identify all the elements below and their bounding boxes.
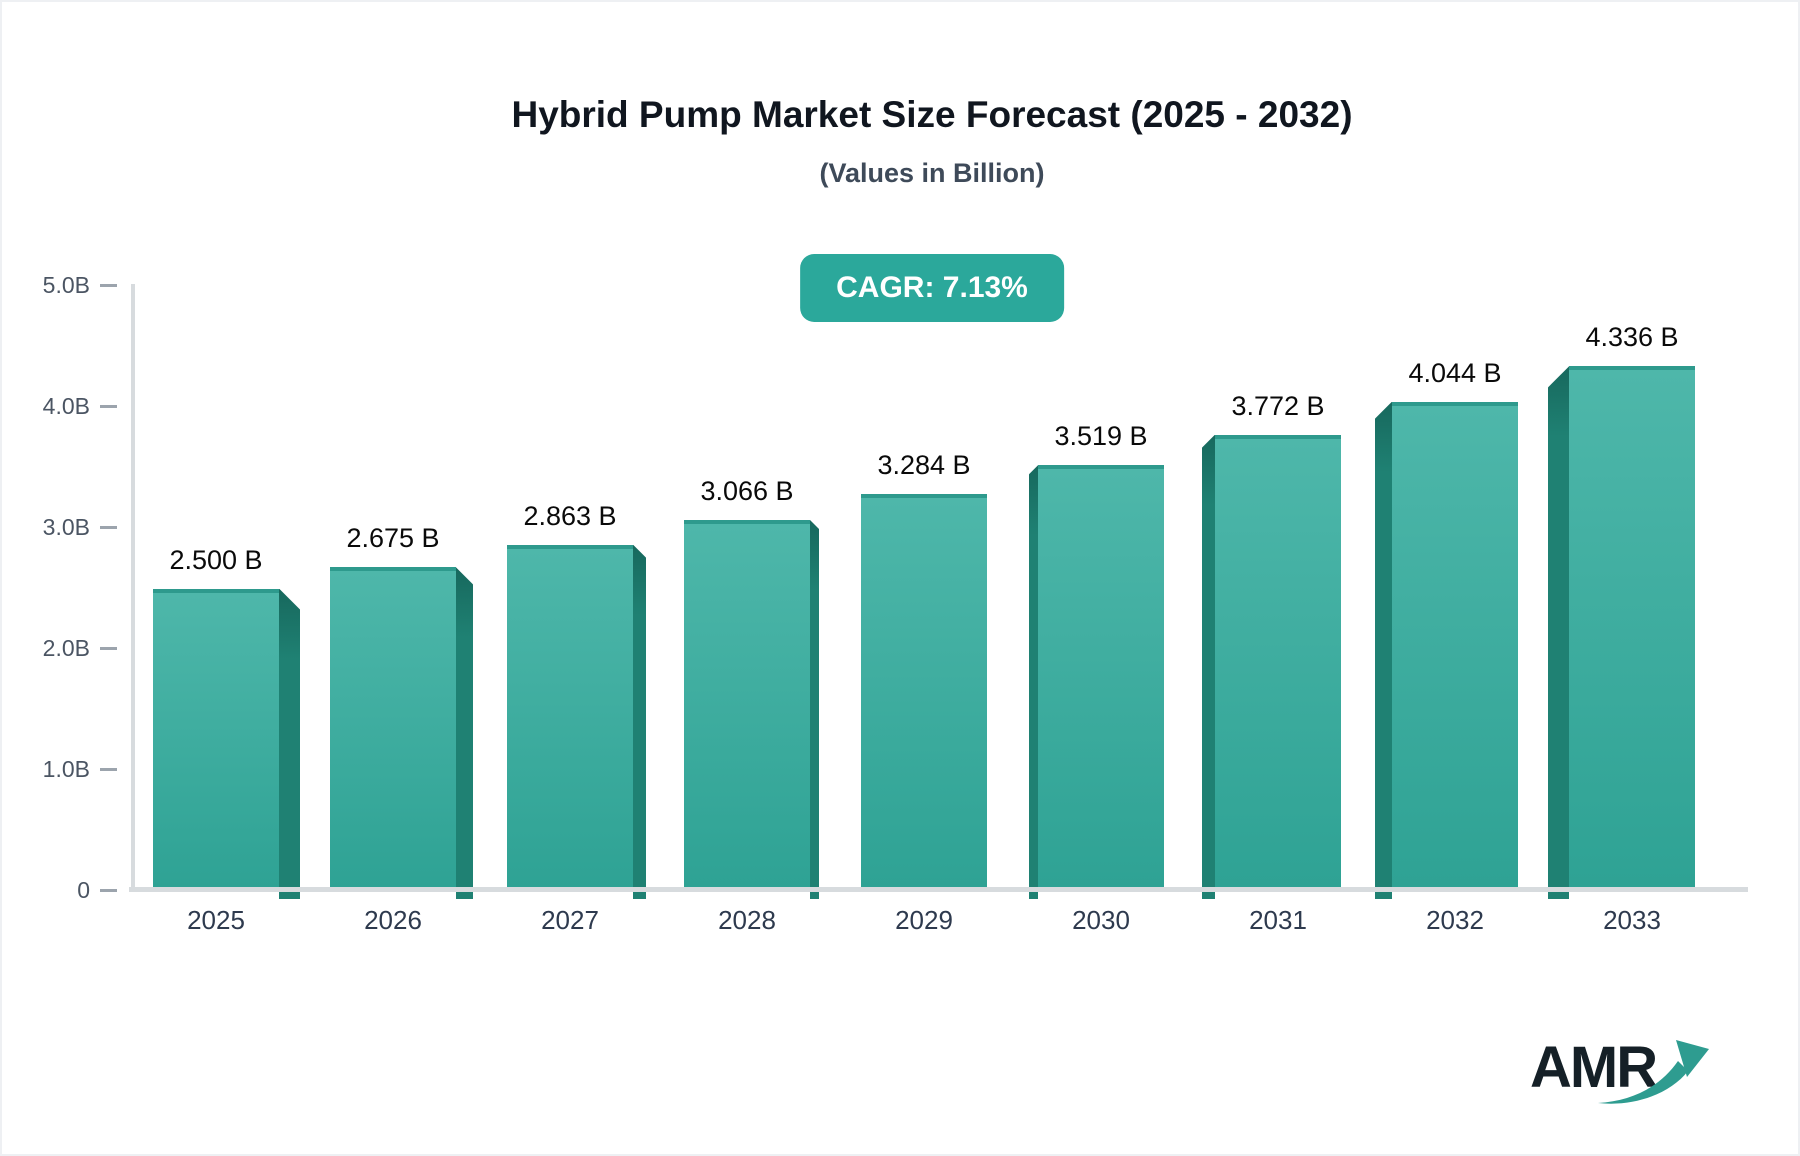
bar-side-face: [1202, 434, 1215, 899]
bar-side-face: [1375, 401, 1392, 899]
bar-face: [1569, 366, 1695, 891]
bar-face: [507, 544, 633, 891]
bar-side-face: [279, 588, 300, 899]
bar-face: [1392, 401, 1518, 891]
bar-year-label: 2027: [541, 905, 599, 935]
cagr-badge: CAGR: 7.13%: [800, 254, 1064, 322]
bar-year-label: 2029: [895, 905, 953, 935]
bar-face: [861, 493, 987, 891]
bar-face: [1215, 434, 1341, 891]
bar-value-label: 2.675 B: [346, 523, 440, 554]
bar-value-label: 3.066 B: [700, 476, 794, 506]
y-axis-line: [131, 284, 135, 891]
bar-year-label: 2032: [1426, 905, 1484, 935]
bar-face: [153, 588, 279, 891]
bar-value-label: 4.336 B: [1585, 322, 1679, 353]
y-tick-dash: [100, 284, 117, 287]
y-tick-dash: [100, 768, 117, 771]
bar-value-label: 3.772 B: [1231, 390, 1325, 421]
bar-year-label: 2031: [1249, 905, 1307, 935]
y-tick-dash: [100, 889, 117, 892]
growth-arrow-icon: [1598, 1040, 1709, 1104]
bar-value-label: 2.500 B: [169, 544, 263, 575]
amr-logo: AMR: [1530, 1034, 1720, 1124]
bar-side-face: [456, 567, 473, 899]
y-tick-label: 0: [77, 877, 90, 903]
y-tick-label: 3.0B: [42, 514, 90, 540]
bar-year-label: 2033: [1603, 905, 1661, 935]
y-tick-dash: [100, 526, 117, 529]
bar-year-label: 2026: [364, 905, 422, 935]
bar-side-face: [1548, 366, 1569, 899]
bar-side-face: [1029, 465, 1038, 899]
bar-value-label: 4.044 B: [1408, 357, 1502, 388]
bar-year-label: 2030: [1072, 905, 1130, 935]
y-tick-label: 1.0B: [42, 756, 90, 782]
bar-value-label: 3.519 B: [1054, 421, 1148, 452]
bar-side-face: [810, 520, 819, 899]
bar-face: [684, 520, 810, 891]
bar-face: [1038, 465, 1164, 891]
y-tick-dash: [100, 405, 117, 408]
page-title: Hybrid Pump Market Size Forecast (2025 -…: [511, 94, 1353, 135]
y-tick-label: 2.0B: [42, 635, 90, 661]
bar-value-label: 2.863 B: [523, 500, 617, 531]
bar-side-face: [633, 544, 646, 899]
y-tick-dash: [100, 647, 117, 650]
bar-year-label: 2028: [718, 905, 776, 935]
y-tick-label: 5.0B: [42, 272, 90, 298]
page-subtitle: (Values in Billion): [819, 158, 1045, 188]
y-tick-label: 4.0B: [42, 393, 90, 419]
bar-year-label: 2025: [187, 905, 245, 935]
amr-logo-text: AMR: [1530, 1035, 1658, 1100]
bar-value-label: 3.284 B: [877, 449, 971, 480]
x-axis-baseline: [129, 887, 1748, 892]
bar-face: [330, 567, 456, 891]
